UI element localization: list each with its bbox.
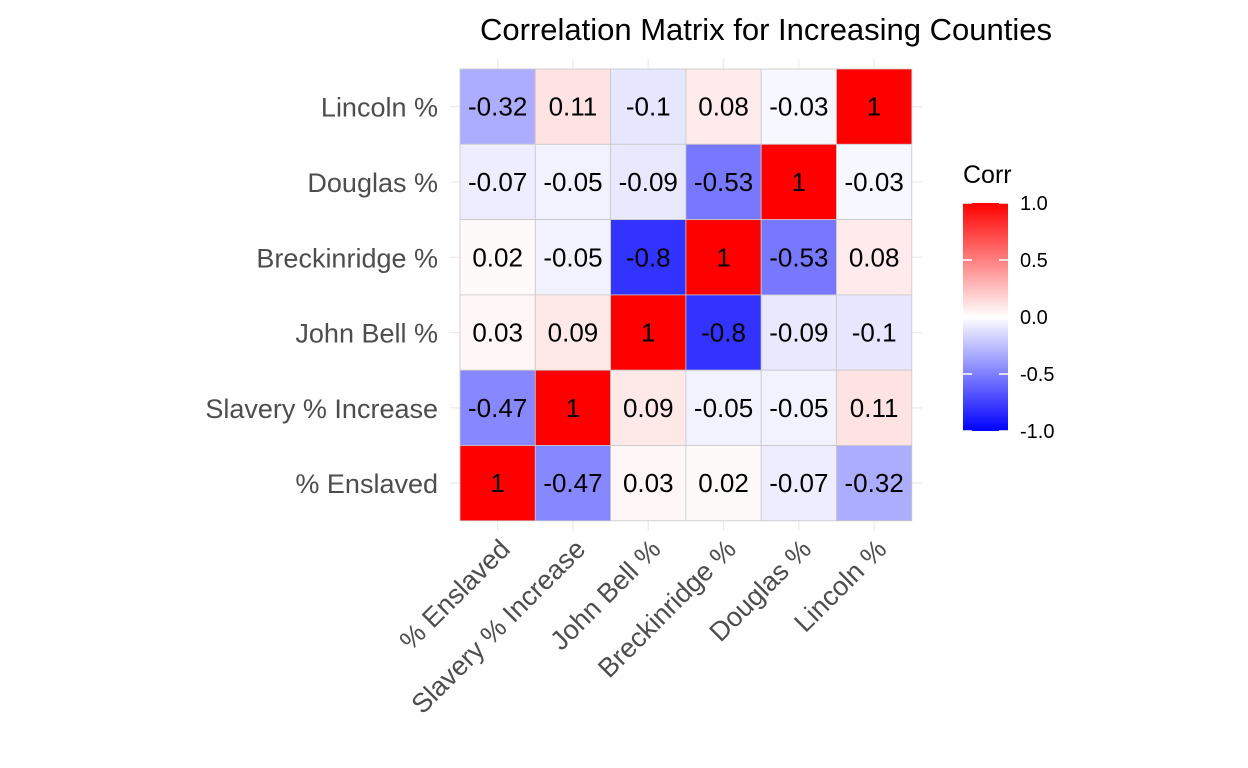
- cell-value-label: -0.03: [769, 92, 828, 122]
- heatmap-cell: [685, 294, 762, 371]
- heatmap-cell: [836, 219, 913, 296]
- heatmap-cell: [534, 294, 611, 371]
- heatmap-cell: [685, 68, 762, 145]
- heatmap-cell: [459, 294, 536, 371]
- heatmap-cell: [760, 445, 837, 522]
- cell-value-label: -0.8: [626, 242, 671, 272]
- heatmap-cell: [685, 219, 762, 296]
- cell-value-label: -0.07: [468, 167, 527, 197]
- cell-value-label: -0.09: [619, 167, 678, 197]
- heatmap-cell: [534, 143, 611, 221]
- cell-value-label: 1: [867, 92, 881, 122]
- heatmap-cell: [760, 219, 837, 296]
- heatmap-cell: [534, 445, 611, 522]
- cell-value-label: 1: [716, 242, 730, 272]
- cell-value-label: 0.02: [472, 242, 523, 272]
- heatmap-cell: [760, 294, 837, 371]
- cell-value-label: -0.09: [769, 318, 828, 348]
- heatmap-cell: [534, 369, 611, 446]
- heatmap-cell: [685, 143, 762, 221]
- cell-value-label: 1: [490, 468, 504, 498]
- cell-value-label: -0.53: [694, 167, 753, 197]
- cell-value-label: -0.8: [701, 318, 746, 348]
- cell-value-label: -0.1: [852, 318, 897, 348]
- cell-value-label: -0.05: [769, 393, 828, 423]
- heatmap-cell: [610, 445, 687, 522]
- cell-value-label: 0.08: [698, 92, 749, 122]
- legend-tick-label: 0.0: [1020, 307, 1048, 329]
- cell-value-label: 0.09: [548, 318, 599, 348]
- cell-value-label: 1: [792, 167, 806, 197]
- heatmap-cell: [610, 68, 687, 145]
- y-tick-label: % Enslaved: [295, 469, 438, 499]
- cell-value-label: -0.05: [543, 167, 602, 197]
- heatmap-cell: [760, 369, 837, 446]
- heatmap-cell: [836, 294, 913, 371]
- y-tick-label: John Bell %: [295, 319, 438, 349]
- heatmap-cell: [610, 143, 687, 221]
- cell-value-label: 0.11: [850, 393, 899, 423]
- y-tick-label: Breckinridge %: [256, 243, 438, 273]
- cell-value-label: 0.11: [549, 92, 598, 122]
- chart-title: Correlation Matrix for Increasing Counti…: [480, 12, 1052, 47]
- cell-value-label: -0.03: [845, 167, 904, 197]
- y-tick-label: Lincoln %: [321, 93, 438, 123]
- cell-value-label: -0.32: [468, 92, 527, 122]
- cell-value-label: 0.09: [623, 393, 674, 423]
- heatmap-cell: [760, 143, 837, 221]
- cell-value-label: 0.03: [472, 318, 523, 348]
- x-tick-label: Breckinridge %: [592, 534, 742, 684]
- cell-value-label: 0.02: [698, 468, 749, 498]
- cell-value-label: -0.53: [769, 242, 828, 272]
- color-legend: Corr 1.0 0.5 0.0 -0.5 -1.0: [963, 161, 1054, 443]
- y-tick-label: Slavery % Increase: [205, 394, 438, 424]
- heatmap-cell: [534, 68, 611, 145]
- legend-tick-label: 1.0: [1020, 193, 1048, 215]
- heatmap-cell: [534, 219, 611, 296]
- cell-value-label: -0.1: [626, 92, 671, 122]
- cell-value-label: -0.47: [543, 468, 602, 498]
- heatmap-cell: [836, 369, 913, 446]
- legend-tick-label: 0.5: [1020, 250, 1048, 272]
- legend-tick-label: -0.5: [1020, 364, 1054, 386]
- cell-value-label: 1: [641, 318, 655, 348]
- heatmap-cells: -0.32 0.11 -0.1 0.08 -0.03 1 -0.07 -0.05 -0.09 -0…: [459, 68, 913, 522]
- y-tick-label: Douglas %: [307, 168, 438, 198]
- heatmap-cell: [459, 445, 536, 522]
- cell-value-label: -0.32: [845, 468, 904, 498]
- cell-value-label: 0.08: [849, 242, 900, 272]
- cell-value-label: 0.03: [623, 468, 674, 498]
- heatmap-cell: [836, 143, 913, 221]
- cell-value-label: -0.07: [769, 468, 828, 498]
- cell-value-label: -0.05: [543, 242, 602, 272]
- y-axis-labels: Lincoln % Douglas % Breckinridge % John Bel…: [205, 93, 438, 499]
- heatmap-cell: [610, 369, 687, 446]
- heatmap-cell: [836, 445, 913, 522]
- legend-title: Corr: [963, 161, 1012, 189]
- cell-value-label: -0.47: [468, 393, 527, 423]
- cell-value-label: -0.05: [694, 393, 753, 423]
- heatmap-cell: [459, 68, 536, 145]
- legend-tick-label: -1.0: [1020, 421, 1054, 443]
- heatmap-cell: [459, 143, 536, 221]
- cell-value-label: 1: [566, 393, 580, 423]
